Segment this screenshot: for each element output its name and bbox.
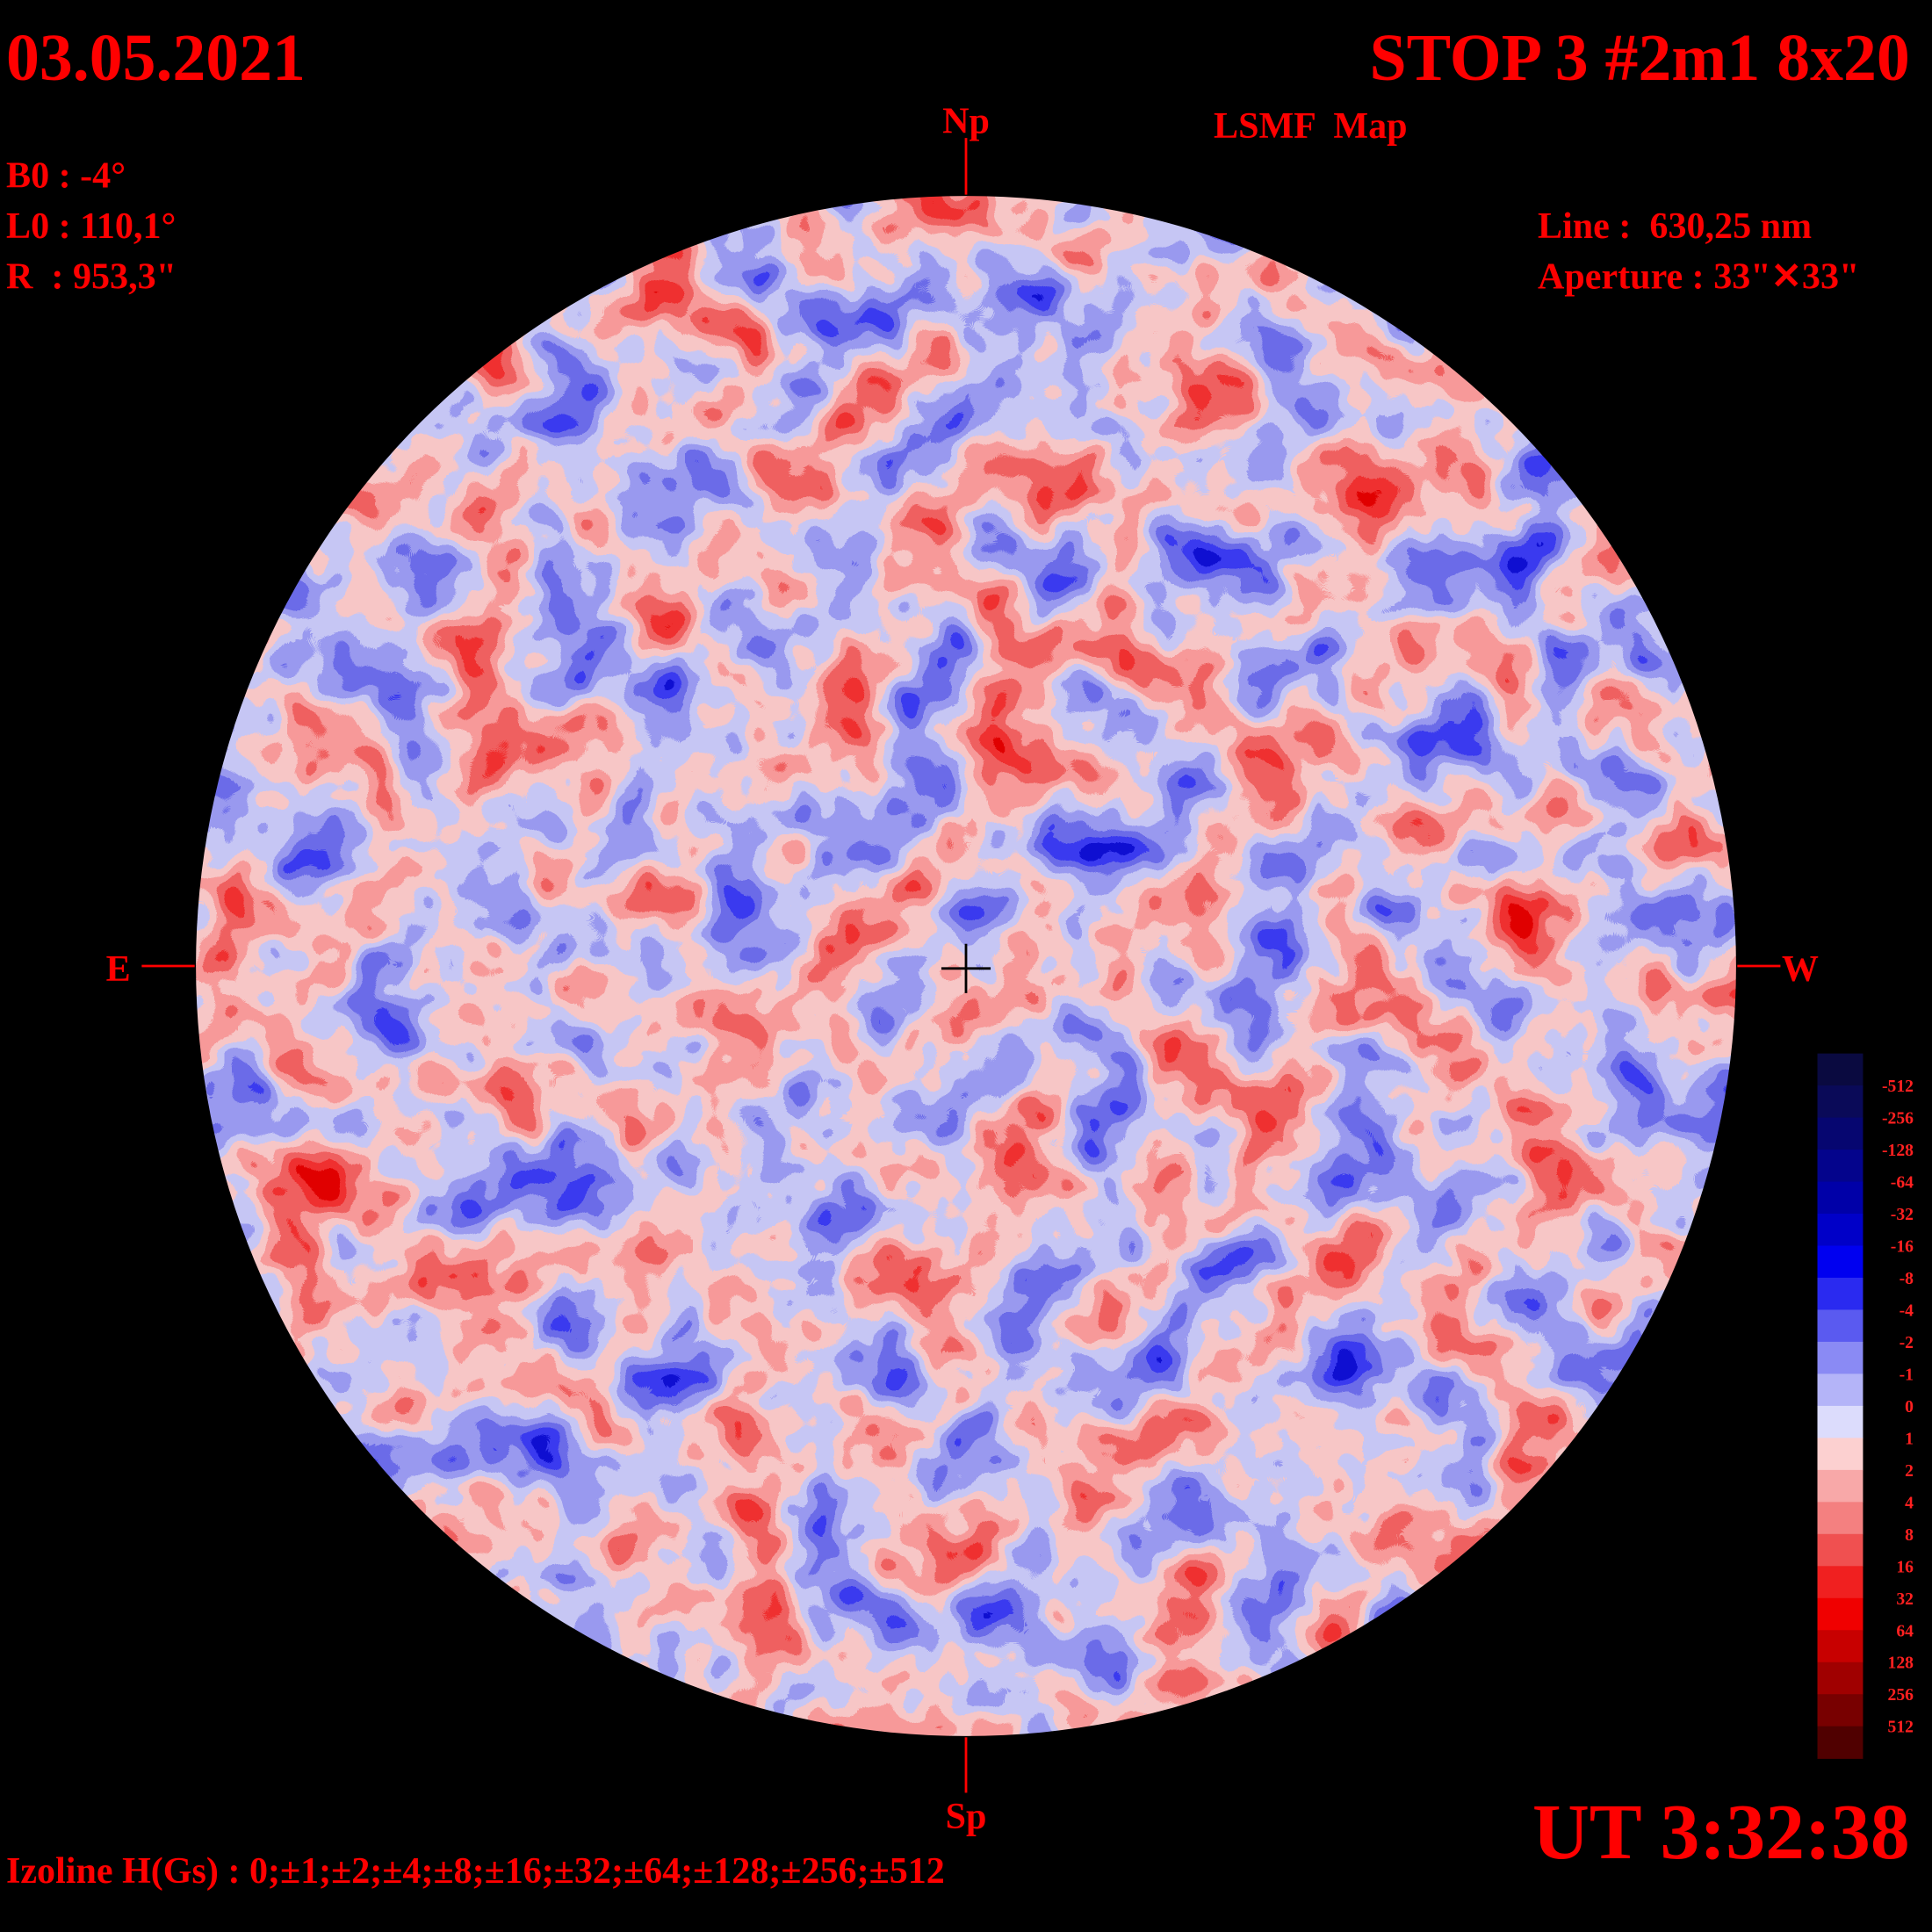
- colorbar-swatch: [1817, 1469, 1864, 1503]
- parameter: L0 : 110,1°: [6, 205, 176, 247]
- colorbar-swatch: [1817, 1085, 1864, 1119]
- colorbar-label: 128: [1888, 1654, 1914, 1673]
- north-label: Np: [942, 101, 990, 142]
- colorbar-swatch: [1817, 1309, 1864, 1343]
- south-label: Sp: [946, 1796, 987, 1837]
- colorbar-label: -256: [1882, 1109, 1914, 1128]
- colorbar-swatch: [1817, 1150, 1864, 1183]
- date: 03.05.2021: [6, 21, 306, 95]
- colorbar-label: -1: [1900, 1365, 1914, 1384]
- colorbar-label: 2: [1905, 1461, 1914, 1481]
- west-label: W: [1782, 948, 1819, 990]
- colorbar-label: -8: [1900, 1269, 1914, 1288]
- colorbar-swatch: [1817, 1117, 1864, 1150]
- colorbar-label: 8: [1905, 1525, 1914, 1545]
- colorbar-label: 16: [1896, 1557, 1914, 1576]
- colorbar-swatch: [1817, 1214, 1864, 1247]
- isolines: Izoline H(Gs) : 0;±1;±2;±4;±8;±16;±32;±6…: [6, 1850, 945, 1892]
- colorbar-swatch: [1817, 1726, 1864, 1759]
- subtitle: LSMF Map: [1214, 105, 1408, 147]
- center-cross: [941, 943, 991, 993]
- colorbar-swatch: [1817, 1341, 1864, 1375]
- colorbar-swatch: [1817, 1502, 1864, 1535]
- colorbar-swatch: [1817, 1630, 1864, 1663]
- colorbar-label: -4: [1900, 1301, 1914, 1320]
- colorbar-label: -32: [1891, 1205, 1914, 1224]
- title: STOP 3 #2m1 8x20: [1370, 21, 1910, 95]
- instrument-info: Line : 630,25 nm: [1538, 205, 1812, 247]
- colorbar-label: 512: [1888, 1718, 1914, 1737]
- colorbar-swatch: [1817, 1181, 1864, 1215]
- colorbar-swatch: [1817, 1053, 1864, 1086]
- colorbar: -512 -256 -128 -64 -32 -16 -8 -4 -2 -1 0 1 2 4 8 16 32 64…: [1817, 1053, 1914, 1759]
- colorbar-label: 0: [1905, 1397, 1914, 1417]
- colorbar-swatch: [1817, 1566, 1864, 1599]
- colorbar-label: -512: [1882, 1077, 1914, 1096]
- colorbar-swatch: [1817, 1438, 1864, 1471]
- colorbar-label: -128: [1882, 1141, 1914, 1160]
- colorbar-swatch: [1817, 1597, 1864, 1631]
- colorbar-label: 64: [1896, 1621, 1914, 1640]
- colorbar-label: -2: [1900, 1333, 1914, 1352]
- parameter: R : 953,3": [6, 256, 177, 297]
- colorbar-swatch: [1817, 1405, 1864, 1439]
- instrument-info: Aperture : 33"✕33": [1538, 256, 1859, 297]
- colorbar-label: 32: [1896, 1590, 1914, 1609]
- colorbar-swatch: [1817, 1277, 1864, 1311]
- east-label: E: [106, 948, 131, 990]
- axis-ticks: [141, 138, 1781, 1793]
- colorbar-swatch: [1817, 1373, 1864, 1407]
- colorbar-swatch: [1817, 1533, 1864, 1567]
- parameter: B0 : -4°: [6, 155, 126, 196]
- colorbar-label: 256: [1888, 1685, 1914, 1705]
- colorbar-swatch: [1817, 1694, 1864, 1727]
- colorbar-label: -64: [1891, 1173, 1914, 1193]
- time: UT 3:32:38: [1532, 1789, 1910, 1876]
- colorbar-label: 1: [1905, 1429, 1914, 1448]
- colorbar-swatch: [1817, 1662, 1864, 1695]
- colorbar-label: -16: [1891, 1237, 1914, 1257]
- colorbar-label: 4: [1905, 1493, 1914, 1512]
- colorbar-swatch: [1817, 1245, 1864, 1279]
